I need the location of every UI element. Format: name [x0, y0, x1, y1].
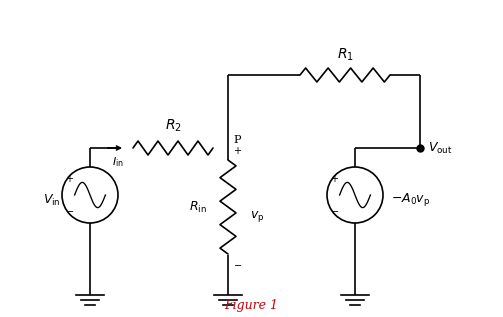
Text: $R_1$: $R_1$ [337, 47, 354, 63]
Text: $-$: $-$ [65, 206, 74, 216]
Text: $+$: $+$ [233, 145, 242, 156]
Text: $v_{\rm p}$: $v_{\rm p}$ [250, 210, 265, 224]
Text: $+$: $+$ [330, 173, 340, 184]
Text: $R_{\rm in}$: $R_{\rm in}$ [189, 199, 207, 215]
Text: $V_{\rm out}$: $V_{\rm out}$ [428, 140, 453, 156]
Text: $R_2$: $R_2$ [164, 118, 182, 134]
Text: $-$: $-$ [233, 261, 242, 269]
Text: $V_{\rm in}$: $V_{\rm in}$ [43, 192, 61, 208]
Text: Figure 1: Figure 1 [224, 299, 278, 312]
Text: $+$: $+$ [65, 173, 74, 184]
Text: $-$: $-$ [330, 206, 340, 216]
Text: $I_{\rm in}$: $I_{\rm in}$ [112, 155, 124, 169]
Text: $-A_0 v_{\rm p}$: $-A_0 v_{\rm p}$ [391, 191, 431, 209]
Text: P: P [233, 135, 240, 145]
